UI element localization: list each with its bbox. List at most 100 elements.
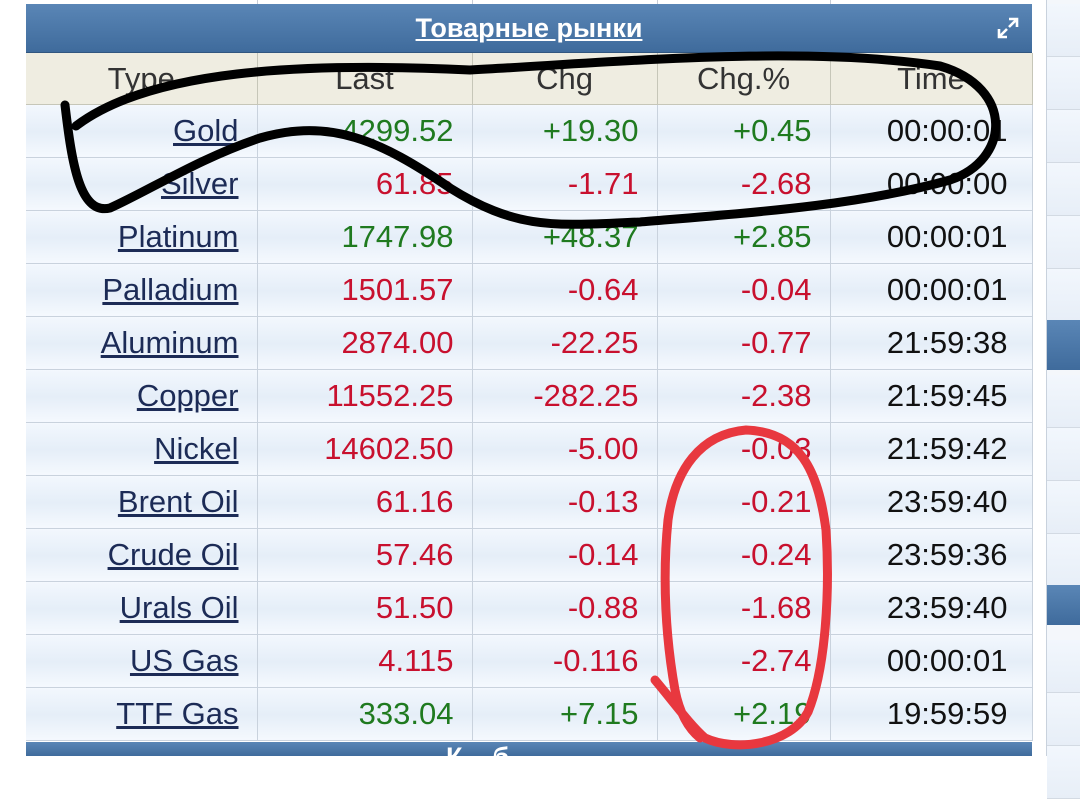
column-header-last[interactable]: Last [257,53,473,105]
last-price-cell: 57.46 [257,528,473,582]
time-cell: 21:59:45 [830,369,1033,423]
last-price-cell: 4299.52 [257,104,473,158]
change-cell: -0.14 [472,528,658,582]
change-percent-cell: -0.04 [657,263,831,317]
change-percent-cell: +2.85 [657,210,831,264]
widget-header: Товарные рынки [26,4,1032,53]
table-row: Brent Oil 61.16 -0.13 -0.21 23:59:40 [26,475,1033,529]
commodity-markets-widget: Товарные рынки Type Last Chg Chg.% Time … [26,0,1033,756]
column-header-time[interactable]: Time [830,53,1033,105]
commodity-name-cell: Platinum [26,210,258,264]
adjacent-cell [1047,269,1080,322]
last-price-cell: 2874.00 [257,316,473,370]
table-row: Urals Oil 51.50 -0.88 -1.68 23:59:40 [26,581,1033,635]
commodity-name-cell: Aluminum [26,316,258,370]
last-price-cell: 61.85 [257,157,473,211]
table-row: Aluminum 2874.00 -22.25 -0.77 21:59:38 [26,316,1033,370]
commodity-link[interactable]: TTF Gas [116,696,239,731]
next-widget-header: К... б... [26,742,1032,756]
change-percent-cell: -0.03 [657,422,831,476]
adjacent-cell [1047,216,1080,269]
widget-title-link[interactable]: Товарные рынки [415,12,643,43]
adjacent-cell [1047,4,1080,57]
adjacent-widget-column [1046,0,1080,799]
commodity-link[interactable]: Urals Oil [119,590,239,625]
next-widget-title[interactable]: К... б... [446,744,532,757]
commodity-link[interactable]: Aluminum [100,325,239,360]
time-cell: 23:59:40 [830,475,1033,529]
last-price-cell: 1501.57 [257,263,473,317]
adjacent-cell [1047,481,1080,534]
table-row: Platinum 1747.98 +48.37 +2.85 00:00:01 [26,210,1033,264]
commodity-link[interactable]: Copper [136,378,239,413]
change-percent-cell: -2.68 [657,157,831,211]
change-cell: +48.37 [472,210,658,264]
last-price-cell: 11552.25 [257,369,473,423]
commodity-name-cell: Silver [26,157,258,211]
adjacent-header-band [1047,585,1080,625]
table-row: Nickel 14602.50 -5.00 -0.03 21:59:42 [26,422,1033,476]
commodity-name-cell: Crude Oil [26,528,258,582]
time-cell: 23:59:36 [830,528,1033,582]
last-price-cell: 14602.50 [257,422,473,476]
left-gutter [0,0,26,756]
commodity-name-cell: Palladium [26,263,258,317]
commodity-link[interactable]: Nickel [154,431,239,466]
commodity-link[interactable]: Brent Oil [117,484,239,519]
change-percent-cell: -2.74 [657,634,831,688]
column-header-type[interactable]: Type [26,53,258,105]
table-row: Copper 11552.25 -282.25 -2.38 21:59:45 [26,369,1033,423]
column-header-chg[interactable]: Chg [472,53,658,105]
commodity-name-cell: Urals Oil [26,581,258,635]
commodity-link[interactable]: Gold [173,113,239,148]
change-percent-cell: +2.19 [657,687,831,741]
last-price-cell: 333.04 [257,687,473,741]
commodity-name-cell: Gold [26,104,258,158]
change-cell: -0.88 [472,581,658,635]
change-percent-cell: -2.38 [657,369,831,423]
commodity-name-cell: Nickel [26,422,258,476]
change-percent-cell: -1.68 [657,581,831,635]
time-cell: 00:00:01 [830,210,1033,264]
expand-icon[interactable] [996,16,1020,40]
commodity-link[interactable]: Crude Oil [107,537,239,572]
change-percent-cell: -0.24 [657,528,831,582]
table-row: Gold 4299.52 +19.30 +0.45 00:00:01 [26,104,1033,158]
change-cell: -282.25 [472,369,658,423]
adjacent-cell [1047,163,1080,216]
time-cell: 21:59:38 [830,316,1033,370]
time-cell: 19:59:59 [830,687,1033,741]
time-cell: 23:59:40 [830,581,1033,635]
adjacent-cell [1047,640,1080,693]
adjacent-cell [1047,693,1080,746]
change-cell: -0.64 [472,263,658,317]
commodity-name-cell: US Gas [26,634,258,688]
table-row: US Gas 4.115 -0.116 -2.74 00:00:01 [26,634,1033,688]
change-cell: +7.15 [472,687,658,741]
column-header-chg-pct[interactable]: Chg.% [657,53,831,105]
commodity-link[interactable]: US Gas [129,643,239,678]
last-price-cell: 61.16 [257,475,473,529]
table-row: Crude Oil 57.46 -0.14 -0.24 23:59:36 [26,528,1033,582]
time-cell: 00:00:00 [830,157,1033,211]
change-cell: -1.71 [472,157,658,211]
change-cell: -22.25 [472,316,658,370]
change-cell: -0.116 [472,634,658,688]
change-cell: +19.30 [472,104,658,158]
adjacent-header-band [1047,320,1080,370]
adjacent-cell [1047,375,1080,428]
last-price-cell: 1747.98 [257,210,473,264]
last-price-cell: 51.50 [257,581,473,635]
adjacent-cell [1047,746,1080,799]
change-percent-cell: -0.21 [657,475,831,529]
commodity-name-cell: TTF Gas [26,687,258,741]
table-row: TTF Gas 333.04 +7.15 +2.19 19:59:59 [26,687,1033,741]
commodity-name-cell: Brent Oil [26,475,258,529]
commodity-link[interactable]: Palladium [102,272,239,307]
commodity-link[interactable]: Silver [160,166,239,201]
commodity-link[interactable]: Platinum [117,219,239,254]
commodity-name-cell: Copper [26,369,258,423]
adjacent-cell [1047,57,1080,110]
time-cell: 00:00:01 [830,104,1033,158]
commodities-table: Type Last Chg Chg.% Time Gold 4299.52 +19.… [26,53,1033,741]
